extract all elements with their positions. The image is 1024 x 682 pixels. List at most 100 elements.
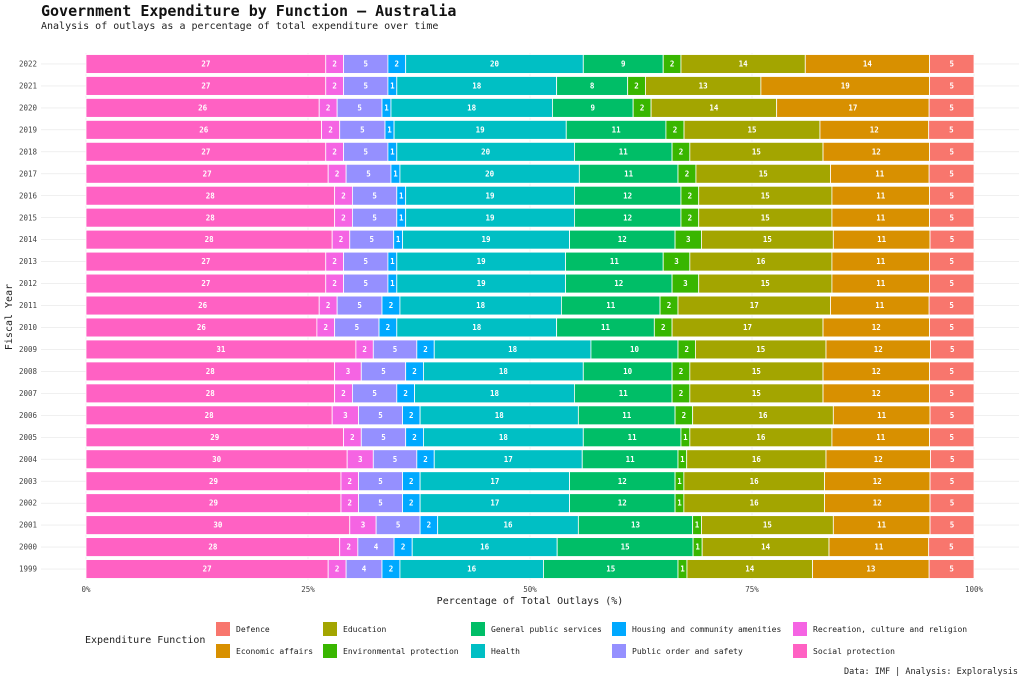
bar-value-label: 15 bbox=[606, 565, 615, 574]
bar-value-label: 14 bbox=[761, 543, 771, 552]
bar-segment bbox=[928, 559, 975, 579]
bar-value-label: 26 bbox=[199, 125, 209, 134]
y-tick-label: 2022 bbox=[19, 60, 37, 69]
bar-value-label: 29 bbox=[210, 433, 220, 442]
bar-value-label: 5 bbox=[950, 389, 955, 398]
bar-value-label: 20 bbox=[481, 147, 491, 156]
bar-value-label: 3 bbox=[683, 279, 688, 288]
bar-value-label: 5 bbox=[950, 279, 955, 288]
bar-value-label: 17 bbox=[490, 477, 499, 486]
bar-value-label: 5 bbox=[949, 125, 954, 134]
bar-value-label: 2 bbox=[389, 565, 394, 574]
legend-label: Education bbox=[343, 625, 387, 634]
bar-value-label: 9 bbox=[591, 103, 596, 112]
bar-value-label: 2 bbox=[679, 147, 684, 156]
bar-value-label: 5 bbox=[950, 235, 955, 244]
bar-value-label: 2 bbox=[326, 301, 331, 310]
bar-value-label: 4 bbox=[374, 543, 379, 552]
bar-value-label: 12 bbox=[614, 279, 623, 288]
bar-value-label: 3 bbox=[346, 367, 351, 376]
bar-value-label: 1 bbox=[695, 543, 700, 552]
bar-value-label: 2 bbox=[326, 103, 331, 112]
bar-value-label: 11 bbox=[628, 433, 638, 442]
y-tick-label: 2001 bbox=[19, 521, 37, 530]
bar-value-label: 10 bbox=[630, 345, 640, 354]
legend-label: Economic affairs bbox=[236, 647, 313, 656]
bar-value-label: 1 bbox=[390, 82, 395, 91]
bar-value-label: 5 bbox=[372, 213, 377, 222]
y-tick-label: 2016 bbox=[19, 191, 38, 200]
bar-value-label: 12 bbox=[618, 235, 627, 244]
bar-value-label: 28 bbox=[205, 235, 215, 244]
bar-value-label: 14 bbox=[745, 565, 755, 574]
bar-value-label: 1 bbox=[396, 235, 401, 244]
bar-value-label: 5 bbox=[396, 521, 401, 530]
y-tick-label: 2005 bbox=[19, 433, 37, 442]
bar-value-label: 15 bbox=[752, 367, 761, 376]
bar-value-label: 29 bbox=[209, 477, 219, 486]
bar-value-label: 12 bbox=[873, 477, 882, 486]
bar-value-label: 16 bbox=[467, 565, 477, 574]
bar-value-label: 2 bbox=[401, 543, 406, 552]
bar-value-label: 15 bbox=[747, 125, 756, 134]
bar-value-label: 15 bbox=[763, 521, 772, 530]
bar-value-label: 19 bbox=[486, 213, 496, 222]
bar-value-label: 15 bbox=[761, 191, 770, 200]
x-tick-label: 100% bbox=[965, 585, 984, 594]
bar-value-label: 2 bbox=[403, 389, 408, 398]
bar-value-label: 2 bbox=[328, 125, 333, 134]
bar-segment bbox=[929, 361, 975, 382]
bar-value-label: 2 bbox=[395, 60, 400, 69]
bar-segment bbox=[928, 163, 975, 184]
x-axis-title: Percentage of Total Outlays (%) bbox=[437, 596, 624, 607]
bar-value-label: 11 bbox=[876, 279, 886, 288]
bar-value-label: 28 bbox=[206, 191, 216, 200]
y-tick-label: 2006 bbox=[19, 411, 38, 420]
bar-value-label: 12 bbox=[873, 499, 882, 508]
bar-value-label: 19 bbox=[476, 125, 486, 134]
bar-value-label: 5 bbox=[393, 455, 398, 464]
bar-value-label: 3 bbox=[674, 257, 679, 266]
bar-value-label: 2 bbox=[362, 345, 367, 354]
bar-value-label: 13 bbox=[699, 82, 709, 91]
bar-value-label: 2 bbox=[667, 301, 672, 310]
bar-value-label: 1 bbox=[677, 477, 682, 486]
y-tick-label: 2012 bbox=[19, 279, 37, 288]
bar-value-label: 17 bbox=[750, 301, 759, 310]
legend-label: Housing and community amenities bbox=[632, 625, 781, 634]
y-tick-label: 2009 bbox=[19, 345, 37, 354]
bar-value-label: 2 bbox=[409, 477, 414, 486]
bar-segment bbox=[929, 207, 975, 228]
bar-value-label: 8 bbox=[590, 82, 595, 91]
bar-value-label: 28 bbox=[205, 411, 215, 420]
bar-value-label: 5 bbox=[378, 411, 383, 420]
bar-value-label: 5 bbox=[950, 191, 955, 200]
bar-segment bbox=[929, 493, 975, 513]
bar-value-label: 5 bbox=[363, 257, 368, 266]
bar-value-label: 14 bbox=[709, 103, 719, 112]
bar-value-label: 1 bbox=[393, 169, 398, 178]
bar-value-label: 5 bbox=[378, 499, 383, 508]
bar-value-label: 12 bbox=[618, 477, 627, 486]
bar-value-label: 5 bbox=[372, 191, 377, 200]
bar-value-label: 5 bbox=[360, 125, 365, 134]
y-tick-label: 2000 bbox=[19, 543, 38, 552]
bar-value-label: 5 bbox=[950, 367, 955, 376]
bar-segment bbox=[929, 229, 975, 250]
bar-value-label: 5 bbox=[381, 367, 386, 376]
bar-segment bbox=[928, 120, 975, 140]
bar-value-label: 14 bbox=[863, 60, 873, 69]
bar-value-label: 2 bbox=[335, 565, 340, 574]
bar-segment bbox=[930, 339, 975, 360]
bar-value-label: 1 bbox=[387, 125, 392, 134]
x-tick-label: 0% bbox=[81, 585, 91, 594]
legend-swatch bbox=[612, 644, 626, 658]
bar-value-label: 29 bbox=[209, 499, 219, 508]
bar-value-label: 28 bbox=[206, 367, 216, 376]
legend-swatch bbox=[216, 622, 230, 636]
bar-value-label: 15 bbox=[761, 279, 770, 288]
bar-value-label: 11 bbox=[877, 235, 887, 244]
bar-value-label: 2 bbox=[409, 411, 414, 420]
bar-value-label: 11 bbox=[876, 213, 886, 222]
chart-title: Government Expenditure by Function — Aus… bbox=[41, 2, 457, 20]
